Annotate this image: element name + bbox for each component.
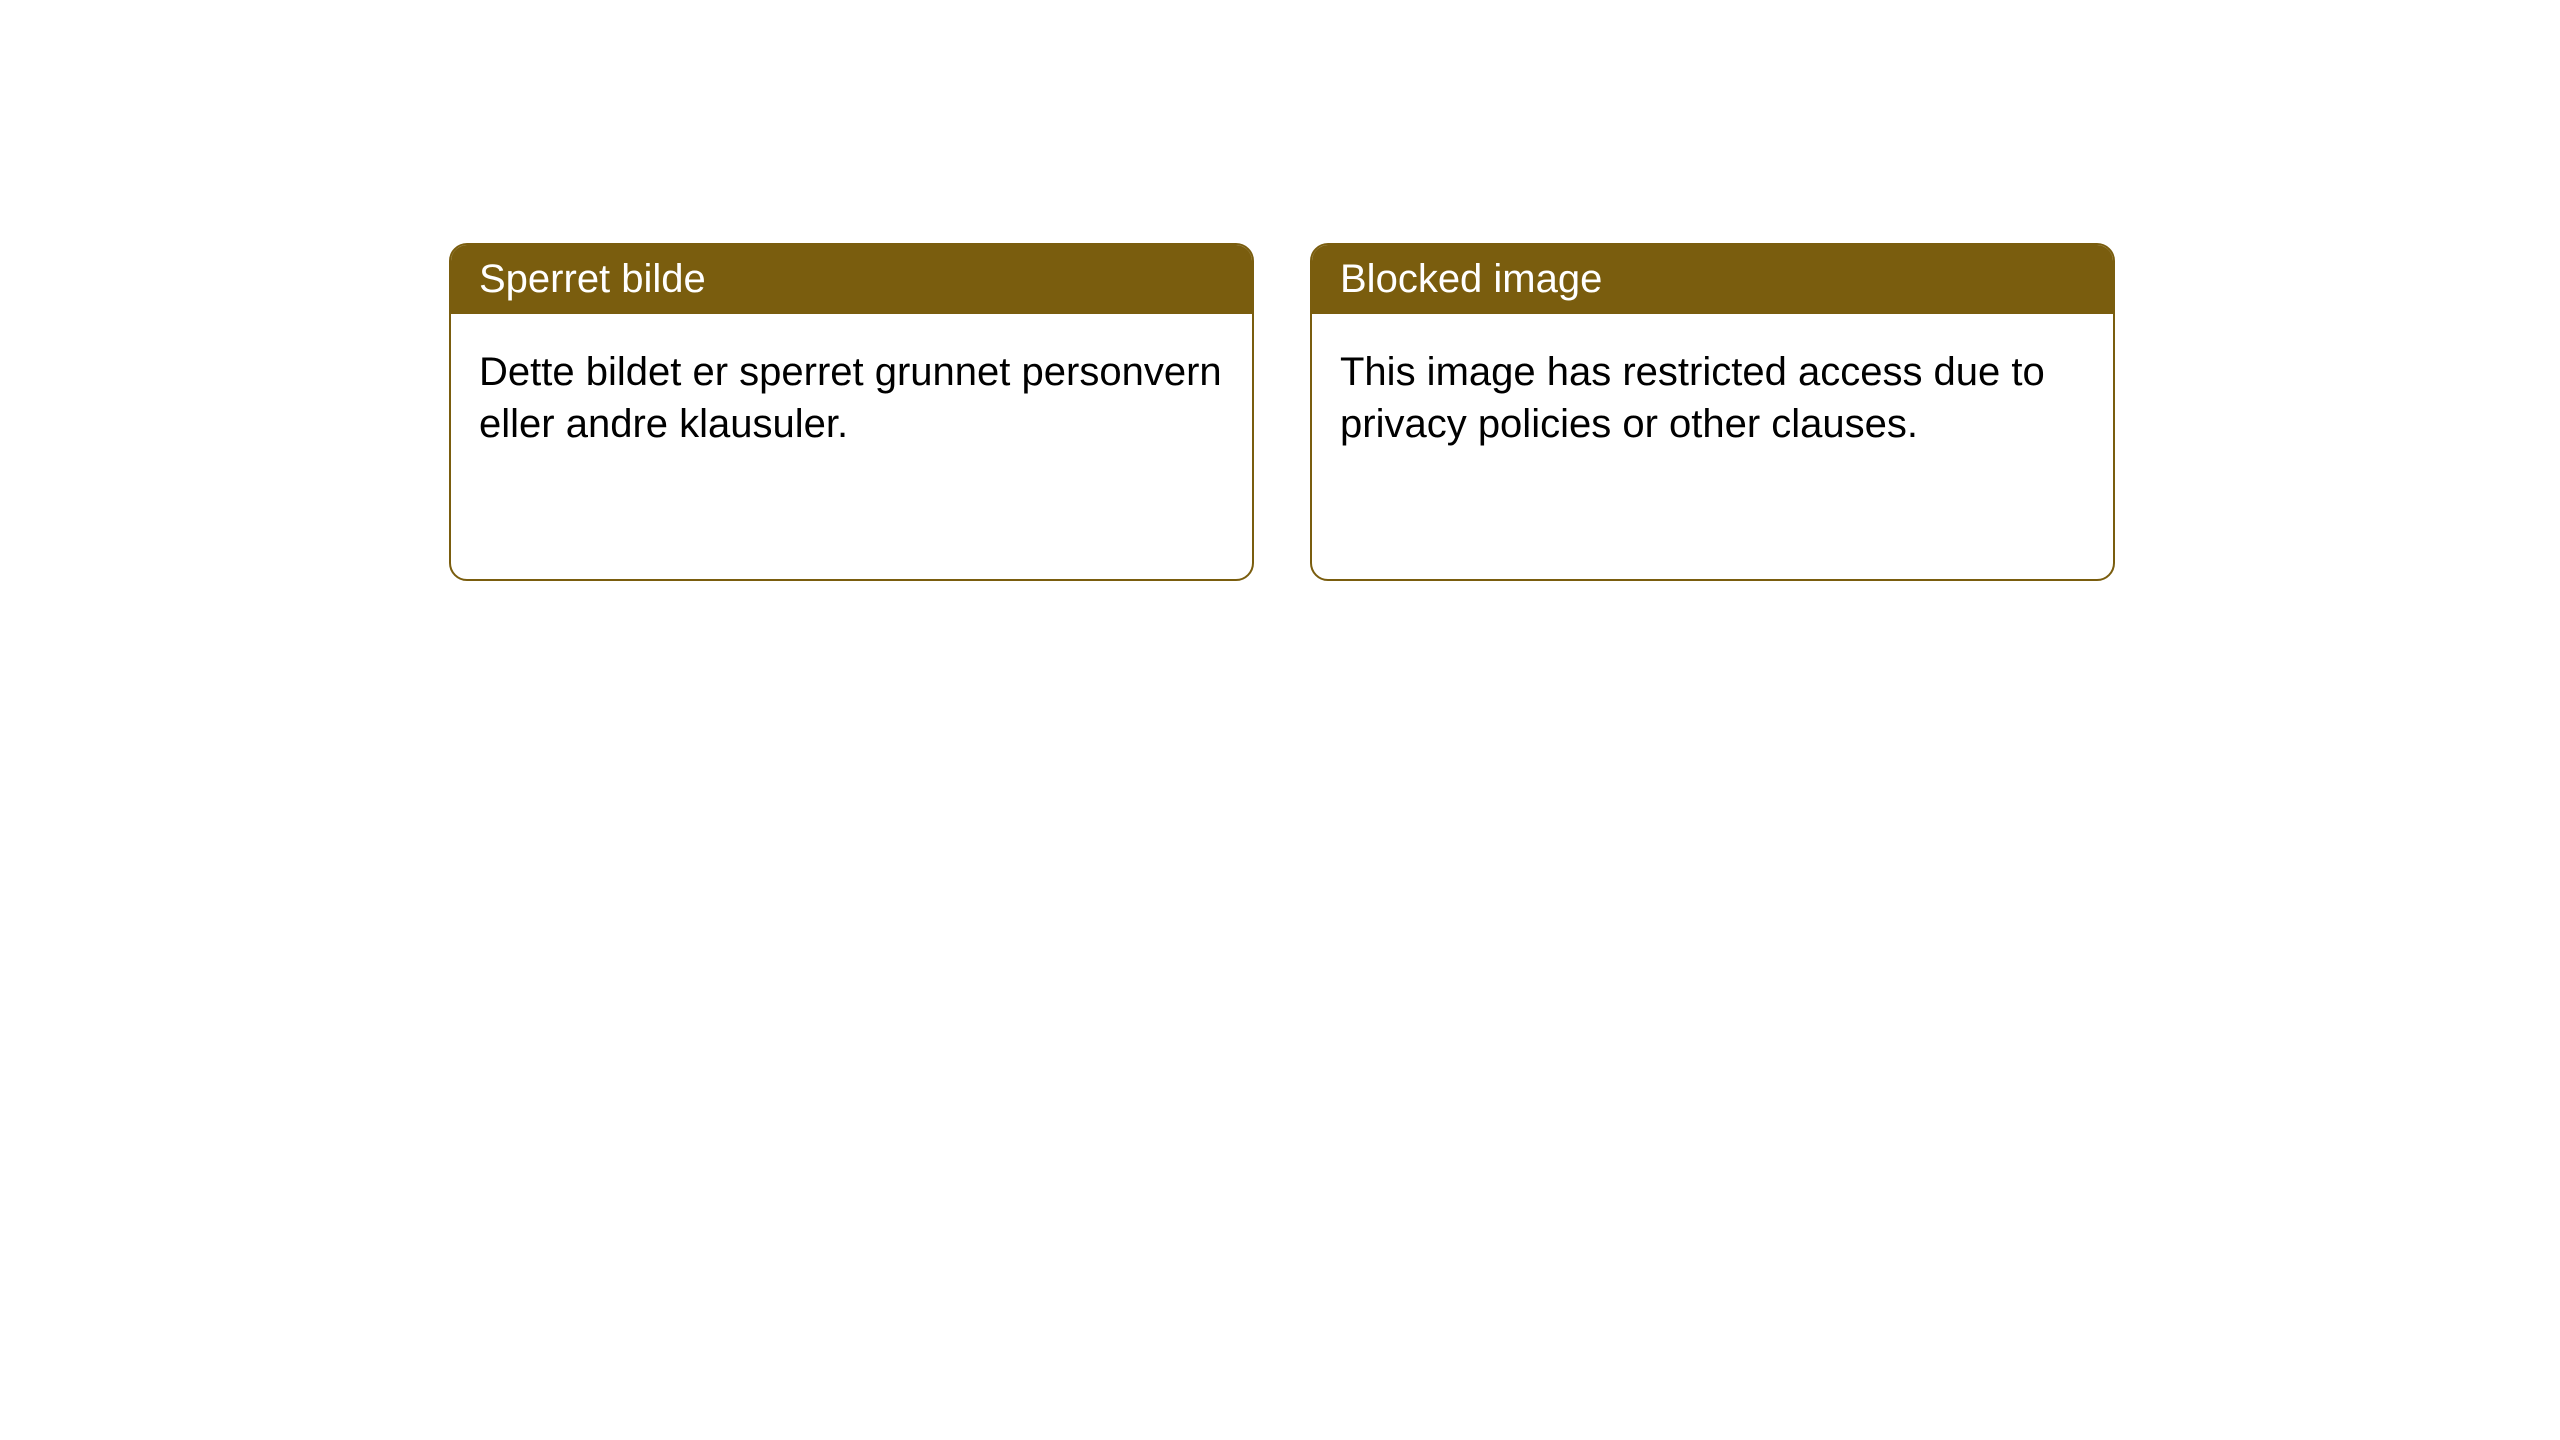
- card-title: Sperret bilde: [479, 257, 706, 301]
- card-title: Blocked image: [1340, 257, 1602, 301]
- card-header: Sperret bilde: [451, 245, 1252, 314]
- blocked-image-card-norwegian: Sperret bilde Dette bildet er sperret gr…: [449, 243, 1254, 581]
- card-header: Blocked image: [1312, 245, 2113, 314]
- blocked-image-card-english: Blocked image This image has restricted …: [1310, 243, 2115, 581]
- card-container: Sperret bilde Dette bildet er sperret gr…: [0, 0, 2560, 581]
- card-body: Dette bildet er sperret grunnet personve…: [451, 314, 1252, 482]
- card-body-text: This image has restricted access due to …: [1340, 350, 2045, 446]
- card-body-text: Dette bildet er sperret grunnet personve…: [479, 350, 1222, 446]
- card-body: This image has restricted access due to …: [1312, 314, 2113, 482]
